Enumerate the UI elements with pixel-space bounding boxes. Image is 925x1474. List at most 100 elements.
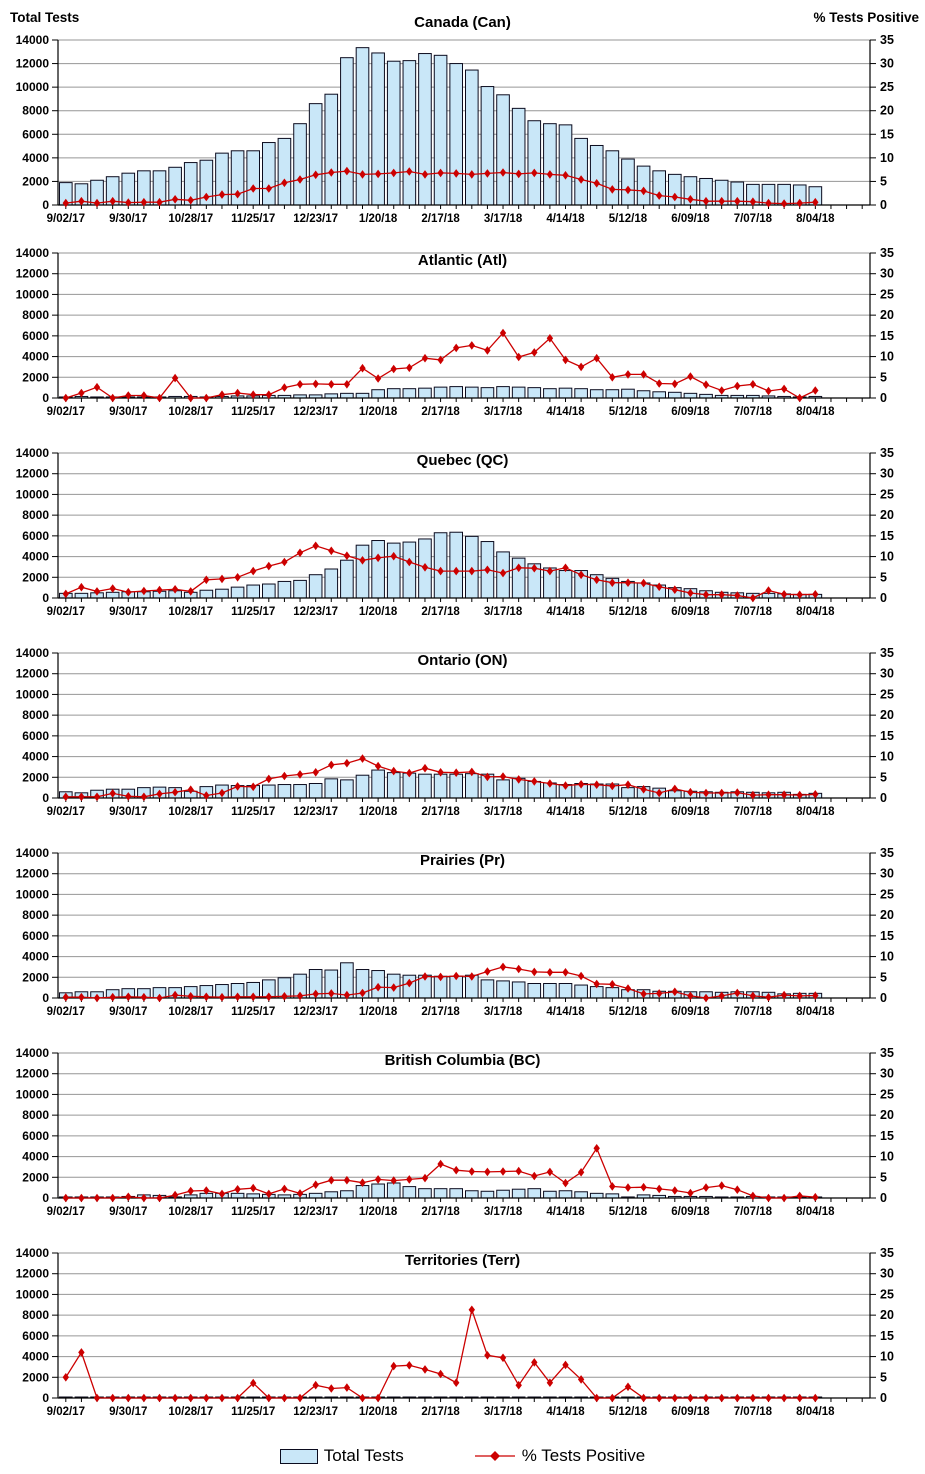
y-tick-label-left: 10000 (16, 1087, 50, 1101)
pct-point-marker (62, 198, 69, 208)
bar (74, 592, 89, 599)
bar (293, 123, 307, 206)
bar (371, 769, 385, 799)
pct-point-marker (812, 1192, 819, 1202)
pct-point-marker (187, 1186, 194, 1196)
pct-point-marker (780, 1393, 788, 1403)
pct-point-marker (796, 1393, 803, 1403)
x-tick-label: 10/28/17 (168, 1206, 213, 1218)
x-tick-label: 11/25/17 (231, 1206, 275, 1218)
y-tick-label-left: 6000 (22, 529, 49, 543)
right-axis-title: % Tests Positive (813, 10, 919, 25)
pct-point-marker (702, 993, 710, 1003)
y-tick-label-left: 8000 (22, 1308, 49, 1322)
bar (511, 107, 526, 206)
pct-point-marker (437, 1159, 444, 1169)
pct-point-marker (718, 991, 725, 1001)
pct-point-marker (468, 170, 475, 179)
y-tick-label-right: 0 (880, 391, 887, 405)
pct-point-marker (374, 374, 382, 383)
y-tick-label-left: 4000 (22, 950, 49, 964)
x-tick-label: 9/02/17 (47, 606, 85, 618)
pct-point-marker (765, 386, 772, 396)
pct-point-marker (250, 1378, 257, 1388)
x-tick-label: 8/04/18 (796, 606, 835, 618)
y-tick-label-right: 15 (880, 929, 894, 943)
bar (605, 987, 620, 999)
bar (465, 386, 479, 399)
bar (574, 984, 588, 999)
pct-point-marker (156, 1193, 163, 1203)
pct-point-marker (78, 196, 85, 206)
pct-point-marker (702, 196, 710, 206)
y-tick-label-left: 2000 (22, 970, 49, 984)
pct-point-marker (312, 768, 319, 777)
pct-point-marker (577, 362, 585, 372)
pct-point-marker (359, 170, 366, 179)
pct-point-marker (93, 382, 101, 392)
x-tick-label: 10/28/17 (168, 606, 213, 618)
pct-line (65, 1307, 816, 1399)
pct-point-marker (62, 1193, 69, 1203)
x-tick-label: 3/17/18 (484, 1006, 523, 1018)
pct-point-marker (218, 390, 226, 399)
x-tick-label: 4/14/18 (546, 213, 585, 225)
x-tick-label: 1/20/18 (359, 606, 398, 618)
y-tick-label-right: 30 (880, 267, 894, 281)
x-tick-label: 7/07/18 (734, 606, 773, 618)
pct-point-marker (687, 787, 694, 797)
y-tick-label-right: 5 (880, 1370, 887, 1384)
x-tick-label: 3/17/18 (484, 606, 523, 618)
y-tick-label-right: 0 (880, 198, 887, 212)
x-tick-label: 2/17/18 (421, 806, 460, 818)
bar (386, 1182, 401, 1199)
bar (605, 389, 620, 399)
x-tick-label: 1/20/18 (359, 406, 398, 418)
pct-point-marker (687, 1393, 694, 1403)
x-tick-label: 4/14/18 (546, 1206, 585, 1218)
x-tick-label: 2/17/18 (421, 213, 460, 225)
pct-point-marker (453, 1165, 460, 1175)
bar (589, 144, 604, 206)
pct-point-marker (531, 563, 538, 573)
y-tick-label-right: 20 (880, 708, 894, 722)
x-tick-label: 4/14/18 (546, 606, 585, 618)
y-tick-label-right: 30 (880, 1067, 894, 1081)
pct-point-marker (656, 989, 663, 998)
pct-point-marker (234, 388, 241, 398)
y-tick-label-right: 25 (880, 887, 894, 901)
y-tick-label-right: 25 (880, 487, 894, 501)
x-tick-label: 6/09/18 (671, 213, 710, 225)
pct-point-marker (780, 384, 788, 394)
pct-point-marker (671, 1186, 678, 1195)
pct-point-marker (359, 1393, 366, 1403)
x-tick-label: 10/28/17 (168, 213, 213, 225)
pct-point-marker (718, 788, 725, 798)
pct-point-marker (624, 780, 632, 789)
pct-point-marker (702, 1183, 710, 1192)
pct-point-marker (531, 1358, 538, 1367)
pct-point-marker (749, 380, 757, 389)
pct-point-marker (812, 1393, 819, 1403)
pct-point-marker (421, 1173, 429, 1183)
x-tick-label: 2/17/18 (421, 1006, 460, 1018)
y-tick-label-right: 35 (880, 846, 894, 860)
y-tick-label-right: 10 (880, 350, 894, 364)
pct-point-marker (718, 386, 725, 395)
bar (230, 586, 245, 599)
pct-point-marker (203, 1186, 210, 1195)
x-tick-label: 7/07/18 (734, 406, 773, 418)
pct-point-marker (359, 754, 366, 763)
pct-point-marker (671, 585, 678, 594)
x-tick-label: 11/25/17 (231, 606, 275, 618)
y-tick-label-left: 0 (42, 1191, 49, 1205)
pct-point-marker (718, 590, 725, 599)
y-tick-label-right: 15 (880, 1329, 894, 1343)
pct-point-marker (515, 563, 522, 573)
bar (355, 47, 370, 206)
x-tick-label: 4/14/18 (546, 1006, 585, 1018)
pct-point-marker (734, 381, 741, 391)
pct-point-marker (437, 355, 444, 365)
bar (636, 390, 651, 399)
pct-point-marker (609, 980, 616, 989)
